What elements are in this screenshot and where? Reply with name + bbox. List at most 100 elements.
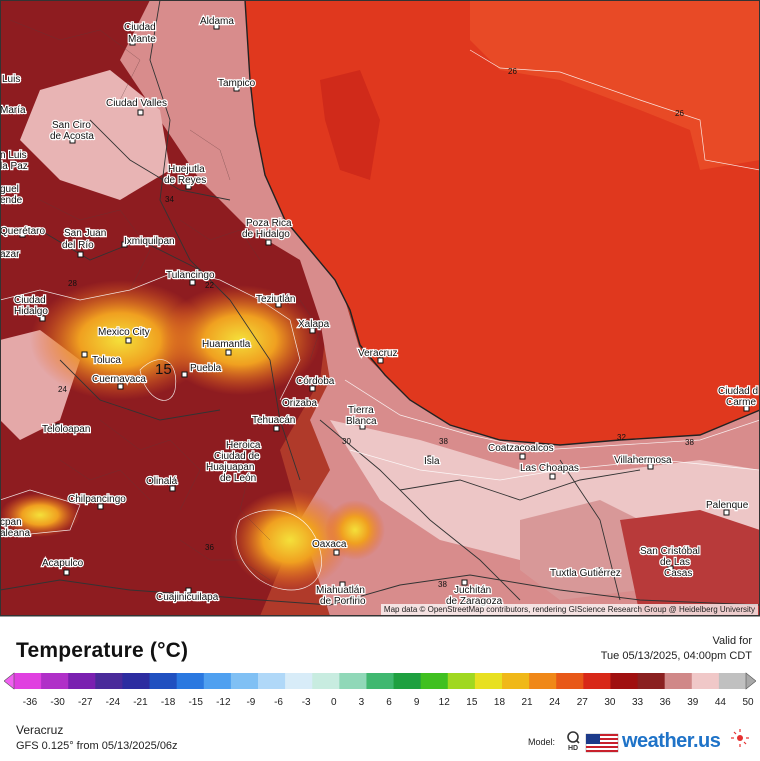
hot-area-guerrero xyxy=(0,493,80,537)
brand-sun-icon xyxy=(731,729,749,747)
colorbar-tick-label: -3 xyxy=(301,697,311,708)
colorbar-cell xyxy=(285,673,313,689)
colorbar-tick-label: 44 xyxy=(714,697,726,708)
colorbar-tick-label: -30 xyxy=(50,697,65,708)
colorbar-cell xyxy=(149,673,178,689)
colorbar-tick-label: -36 xyxy=(22,697,38,708)
city-label-veracruz: Veracruz xyxy=(358,348,397,359)
city-label-xalapa: Xalapa xyxy=(298,319,330,330)
map-attribution[interactable]: Map data © OpenStreetMap contributors, r… xyxy=(380,604,758,615)
colorbar-cell xyxy=(366,673,395,689)
chiapas-highland xyxy=(620,510,760,616)
city-label-oaxaca: Oaxaca xyxy=(312,539,347,550)
city-label-poza-rica: Poza Rica de Hidalgo xyxy=(242,218,292,240)
colorbar-cells xyxy=(14,673,747,689)
isoline-label: 28 xyxy=(68,279,77,288)
colorbar-cell xyxy=(122,673,151,689)
city-label-olinala: Olinalá xyxy=(146,476,178,487)
brand-logo[interactable]: HD weather.us xyxy=(566,728,756,754)
city-label-acapulco: Acapulco xyxy=(42,558,84,569)
city-label-san-juan: San Juan del Río xyxy=(62,228,106,251)
isoline-label-min: 15 xyxy=(155,361,172,378)
colorbar-tick-label: 33 xyxy=(631,697,644,708)
city-label-luis: Luis xyxy=(2,74,20,85)
isoline-label: 30 xyxy=(342,437,351,446)
colorbar-tick-label: -9 xyxy=(246,697,256,708)
municipal-borders xyxy=(9,19,321,581)
colorbar-tick-label: -18 xyxy=(160,697,176,708)
colorbar-cell xyxy=(502,673,530,689)
city-label-teziutlan: Teziutlán xyxy=(256,294,295,305)
colorbar-tick-label: 27 xyxy=(576,697,588,708)
colorbar-min-arrow xyxy=(4,672,15,690)
city-label-ixmiquilpan: Ixmiquilpan xyxy=(124,236,175,247)
brand-name: weather.us xyxy=(622,730,721,752)
colorbar-tick-label: 30 xyxy=(604,697,616,708)
city-label-miguel-allende: guel ende xyxy=(0,184,23,206)
hd-label: HD xyxy=(568,745,579,752)
city-label-tehuacan: Tehuacán xyxy=(252,415,295,426)
colorbar-cell xyxy=(176,673,205,689)
city-label-palenque: Palenque xyxy=(706,500,749,511)
valid-for-label: Valid for xyxy=(712,635,752,647)
colorbar-max-arrow xyxy=(745,672,756,690)
city-label-iguala: cpan aleana xyxy=(0,517,30,539)
city-label-toluca: Toluca xyxy=(92,355,121,366)
model-run: GFS 0.125° from 05/13/2025/06z xyxy=(16,740,178,752)
city-label-tuxtla: Tuxtla Gutiérrez xyxy=(550,568,621,579)
colorbar-cell xyxy=(583,673,611,689)
city-markers xyxy=(19,23,750,594)
city-label-mexico-city: Mexico City xyxy=(98,327,150,338)
city-label-celaya: azar xyxy=(0,249,20,260)
colorbar-cell xyxy=(14,673,42,689)
colorbar-tick-label: 12 xyxy=(438,697,450,708)
colorbar-tick-label: 18 xyxy=(493,697,506,708)
city-label-maria: María xyxy=(0,105,26,116)
colorbar-cell xyxy=(68,673,96,689)
city-label-cuajinicuilapa: Cuajinicuilapa xyxy=(156,592,219,603)
model-label: Model: xyxy=(528,737,556,747)
city-label-ciudad-mante: Ciudad Mante xyxy=(124,22,156,45)
gulf-warm-area xyxy=(470,0,760,170)
city-label-san-luis-la-paz: n Luis la Paz xyxy=(0,150,28,172)
hot-area-puebla xyxy=(160,285,320,395)
map-canvas: 26 26 28 34 15 22 24 30 38 38 38 32 36 xyxy=(0,0,760,616)
isoline-label: 38 xyxy=(685,438,694,447)
colorbar-cell xyxy=(230,673,259,689)
city-labels: Aldama Ciudad Mante Tampico Ciudad Valles… xyxy=(0,15,759,608)
colorbar-cell xyxy=(529,673,557,689)
hd-us-flag-icon xyxy=(567,731,619,753)
legend-panel: Temperature (°C) Valid for Tue 05/13/202… xyxy=(0,616,760,761)
colorbar-cell xyxy=(41,673,69,689)
city-label-huejutla: Huejutla de Reyes xyxy=(164,164,206,186)
temperature-map[interactable]: 26 26 28 34 15 22 24 30 38 38 38 32 36 xyxy=(0,0,760,616)
city-label-tierra-blanca: Tierra Blanca xyxy=(346,405,377,427)
colorbar-tick-label: 0 xyxy=(330,697,337,708)
pacific-coastline xyxy=(0,574,760,606)
colorbar-cell xyxy=(95,673,123,689)
colorbar-tick-label: -6 xyxy=(274,697,283,708)
colorbar-tick-label: 15 xyxy=(466,697,478,708)
legend-title: Temperature (°C) xyxy=(16,639,189,662)
colorbar-tick-label: 36 xyxy=(659,697,671,708)
isoline-label: 38 xyxy=(439,437,448,446)
colorbar-ticks: -36 -30 -27 -24 -21 -18 -15 -12 -9 -6 -3 0 3 6 9 12 15 18… xyxy=(0,697,760,711)
location-name: Veracruz xyxy=(16,723,64,737)
city-label-cordoba: Córdoba xyxy=(296,376,335,387)
colorbar-tick-label: -21 xyxy=(133,697,148,708)
city-label-ciudad-valles: Ciudad Valles xyxy=(106,98,167,109)
plateau-pale-north xyxy=(20,70,170,200)
city-label-queretaro: Querétaro xyxy=(0,226,45,237)
city-label-ciudad-del-carmen: Ciudad d Carme xyxy=(718,386,758,408)
colorbar-tick-label: -15 xyxy=(188,697,203,708)
colorbar-tick-label: 9 xyxy=(413,697,420,708)
valid-time: Tue 05/13/2025, 04:00pm CDT xyxy=(600,650,752,662)
isoline-label: 36 xyxy=(205,543,214,552)
coastal-plain xyxy=(120,0,760,616)
isoline-label: 24 xyxy=(58,385,67,394)
colorbar-cell xyxy=(339,673,367,689)
colorbar-tick-label: -27 xyxy=(77,697,93,708)
isoline-label: 26 xyxy=(508,67,517,76)
colorbar-cell xyxy=(393,673,422,689)
colorbar-cell xyxy=(447,673,476,689)
